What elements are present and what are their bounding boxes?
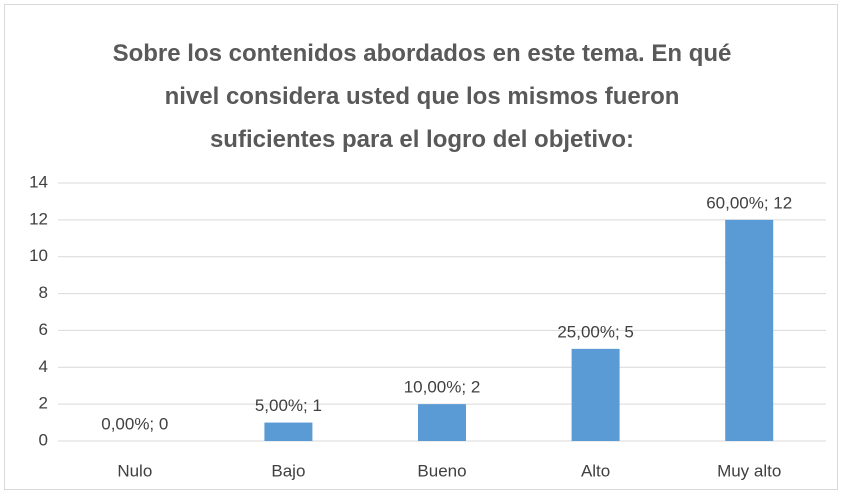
chart-frame — [4, 4, 838, 490]
bar — [418, 404, 466, 441]
data-label: 5,00%; 1 — [255, 396, 322, 415]
bar — [725, 219, 774, 441]
y-tick-label: 12 — [29, 209, 48, 228]
y-tick-label: 6 — [39, 320, 48, 339]
y-tick-label: 4 — [39, 357, 48, 376]
bar — [264, 422, 313, 441]
y-tick-label: 2 — [39, 394, 48, 413]
x-tick-label: Bajo — [271, 461, 305, 480]
x-tick-label: Nulo — [117, 461, 152, 480]
y-tick-label: 10 — [29, 246, 48, 265]
y-tick-label: 0 — [39, 430, 48, 449]
x-tick-label: Muy alto — [717, 461, 781, 480]
x-tick-label: Alto — [581, 461, 610, 480]
data-label: 10,00%; 2 — [404, 378, 481, 397]
y-tick-label: 14 — [29, 172, 48, 191]
data-label: 60,00%; 12 — [706, 193, 792, 212]
y-tick-label: 8 — [39, 283, 48, 302]
data-label: 0,00%; 0 — [101, 414, 168, 433]
chart-title: Sobre los contenidos abordados en este t… — [112, 40, 732, 153]
data-label: 25,00%; 5 — [557, 322, 634, 341]
x-tick-label: Bueno — [417, 461, 466, 480]
bar — [571, 348, 620, 441]
